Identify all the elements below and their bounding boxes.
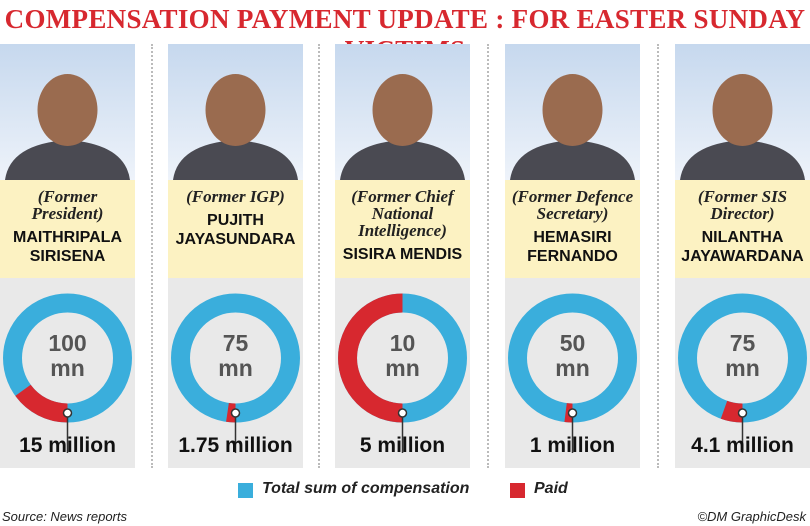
shoulders [680,140,805,180]
pointer-dot [62,408,73,418]
pointer-dot [397,408,408,418]
paid-label: 4.1 million [691,434,794,457]
separator [657,44,659,468]
pointer-dot [230,408,241,418]
paid-label: 5 million [359,434,446,457]
silhouette [340,74,465,180]
role: (Former IGP) [186,187,285,206]
legend-swatch [238,483,253,498]
total-label: 50 mn [555,330,590,381]
label-box: (Former IGP) PUJITH JAYASUNDARA [168,180,303,278]
legend-swatch [510,483,525,498]
head [372,74,433,146]
label-box: (Former Defence Secretary) HEMASIRI FERNA… [505,180,640,278]
paid-label: 1 million [529,434,616,457]
paid-arc [15,384,68,423]
shoulders [5,140,130,180]
person-name: NILANTHA JAYAWARDANA [681,229,804,265]
legend-label: Total sum of compensation [262,480,470,497]
shoulders [510,140,635,180]
silhouette [173,74,298,180]
shoulders [340,140,465,180]
donut [3,293,132,453]
silhouette [680,74,805,180]
separator [151,44,153,468]
person-name: HEMASIRI FERNANDO [527,229,618,265]
total-label: 75 mn [218,330,253,381]
paid-label: 15 million [19,434,116,457]
photo [505,44,640,180]
label-box: (Former Chief National Intelligence) SISI… [335,180,470,278]
silhouette [510,74,635,180]
head [542,74,603,146]
person-name: SISIRA MENDIS [342,246,463,263]
donut [508,293,637,453]
paid-label: 1.75 million [178,434,293,457]
role: (Former SIS Director) [697,187,788,223]
label-box: (Former SIS Director) NILANTHA JAYAWARDAN… [675,180,810,278]
head [37,74,98,146]
shoulders [173,140,298,180]
head [712,74,773,146]
total-label: 10 mn [385,330,420,381]
separator [318,44,320,468]
role: (Former Chief National Intelligence) [351,187,454,240]
silhouette [5,74,130,180]
photo [335,44,470,180]
head [205,74,266,146]
source: Source: News reports [2,509,127,524]
role: (Former President) [31,187,104,223]
credit: ©DM GraphicDesk [697,509,806,524]
legend-label: Paid [534,480,568,497]
pointer-dot [737,408,748,418]
person-name: PUJITH JAYASUNDARA [175,212,296,248]
pointer-dot [567,408,578,418]
paid-arc [338,293,403,423]
photo [168,44,303,180]
donut [678,293,807,453]
separator [487,44,489,468]
photo [675,44,810,180]
role: (Former Defence Secretary) [511,187,634,223]
donut [338,293,467,453]
person-name: MAITHRIPALA SIRISENA [12,229,123,265]
total-label: 100 mn [48,330,87,381]
total-label: 75 mn [725,330,760,381]
photo [0,44,135,180]
donut [171,293,300,453]
label-box: (Former President) MAITHRIPALA SIRISENA [0,180,135,278]
